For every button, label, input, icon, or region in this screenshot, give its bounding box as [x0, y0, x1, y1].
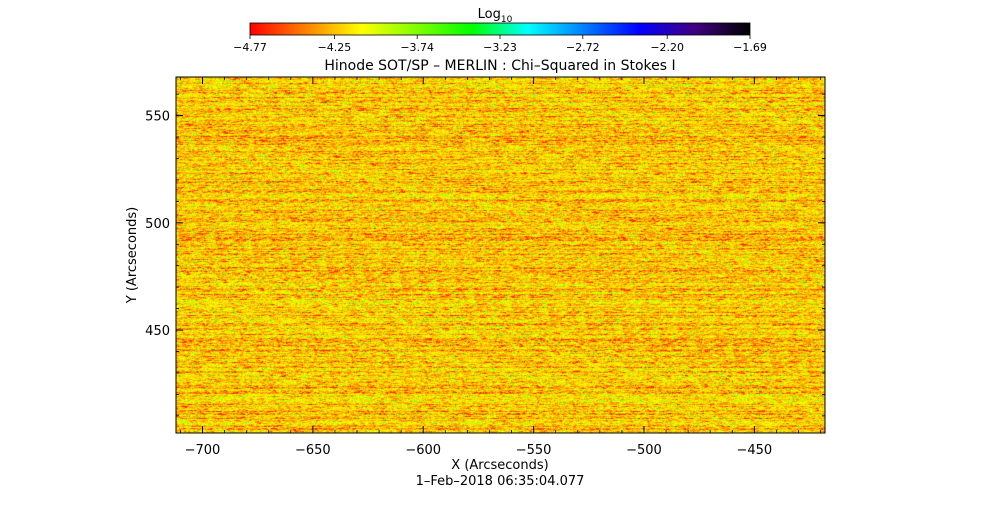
colorbar-bar	[249, 22, 751, 36]
y-axis-label: Y (Arcseconds)	[125, 207, 140, 304]
colorbar-ticks: −4.77 −4.25 −3.74 −3.23 −2.72 −2.20 −1.69	[233, 35, 767, 54]
colorbar: Log10 −4.77 −4.25 −3.74 −3.23 −2.72 −2.20 −1.6…	[233, 7, 767, 54]
y-tick-label: 500	[145, 217, 170, 232]
colorbar-label: Log10	[478, 7, 513, 25]
x-axis-label: X (Arcseconds)	[451, 458, 548, 473]
x-axis: −700 −650 −600 −550 −500 −450	[180, 77, 821, 458]
heatmap-image	[176, 77, 825, 433]
plot-frame	[175, 76, 826, 434]
x-tick-label: −550	[516, 443, 552, 458]
colorbar-tick-label: −2.20	[650, 41, 684, 54]
y-tick-label: 550	[145, 110, 170, 125]
x-tick-label: −500	[626, 443, 662, 458]
colorbar-tick-label: −3.74	[400, 41, 434, 54]
colorbar-tick-label: −4.77	[233, 41, 267, 54]
heatmap-container	[176, 77, 825, 433]
x-tick-label: −600	[405, 443, 441, 458]
timestamp: 1–Feb–2018 06:35:04.077	[416, 474, 585, 489]
x-tick-label: −700	[185, 443, 221, 458]
y-tick-label: 450	[145, 324, 170, 339]
y-axis: 450 500 550	[145, 93, 825, 417]
colorbar-tick-label: −4.25	[318, 41, 352, 54]
colorbar-tick-label: −1.69	[733, 41, 767, 54]
colorbar-tick-label: −2.72	[566, 41, 600, 54]
colorbar-tick-label: −3.23	[483, 41, 517, 54]
x-tick-label: −650	[295, 443, 331, 458]
chart-title: Hinode SOT/SP – MERLIN : Chi–Squared in …	[324, 58, 675, 74]
x-tick-label: −450	[737, 443, 773, 458]
